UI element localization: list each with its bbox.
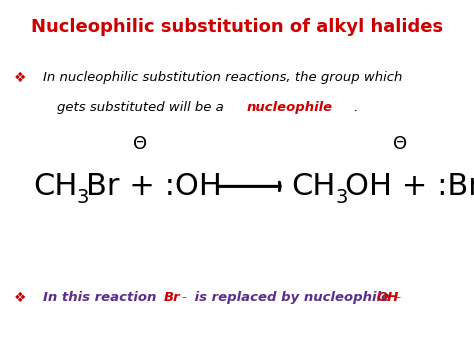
Text: ⁻: ⁻ bbox=[396, 295, 401, 305]
Text: ❖: ❖ bbox=[14, 71, 27, 85]
Text: Nucleophilic substitution of alkyl halides: Nucleophilic substitution of alkyl halid… bbox=[31, 18, 443, 36]
Text: CH: CH bbox=[33, 172, 78, 201]
Text: CH: CH bbox=[292, 172, 336, 201]
Text: Θ: Θ bbox=[133, 135, 147, 153]
Text: 3: 3 bbox=[335, 187, 347, 207]
Text: ⁻: ⁻ bbox=[182, 295, 187, 305]
Text: ❖: ❖ bbox=[14, 291, 27, 305]
Text: .: . bbox=[353, 101, 357, 114]
Text: Θ: Θ bbox=[393, 135, 408, 153]
Text: Br: Br bbox=[164, 291, 180, 304]
Text: is replaced by nucleophile: is replaced by nucleophile bbox=[190, 291, 394, 304]
Text: Br + :OH: Br + :OH bbox=[86, 172, 222, 201]
Text: nucleophile: nucleophile bbox=[246, 101, 333, 114]
Text: 3: 3 bbox=[77, 187, 89, 207]
Text: In this reaction: In this reaction bbox=[43, 291, 161, 304]
Text: In nucleophilic substitution reactions, the group which: In nucleophilic substitution reactions, … bbox=[43, 71, 402, 84]
Text: gets substituted will be a: gets substituted will be a bbox=[57, 101, 228, 114]
Text: OH: OH bbox=[377, 291, 399, 304]
Text: OH + :Br: OH + :Br bbox=[345, 172, 474, 201]
